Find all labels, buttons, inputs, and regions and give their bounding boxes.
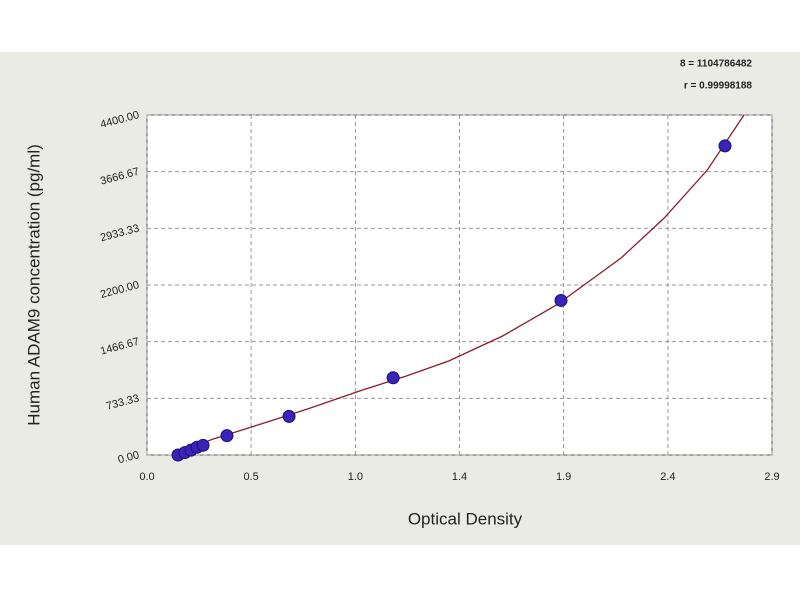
data-point (220, 429, 234, 443)
x-tick-label: 2.9 (764, 471, 779, 483)
fit-curve (172, 114, 745, 456)
data-point (386, 371, 400, 385)
x-axis-title: Optical Density (408, 509, 523, 528)
x-tick-label: 0.5 (243, 471, 258, 483)
annotation: 8 = 1104786482 (680, 59, 752, 70)
y-tick-label: 0.00 (117, 449, 141, 466)
y-axis-title: Human ADAM9 concentration (pg/ml) (24, 144, 43, 426)
x-tick-label: 1.9 (556, 471, 571, 483)
data-point (282, 409, 296, 423)
annotation: r = 0.99998188 (684, 81, 753, 92)
data-point (196, 438, 210, 452)
data-point (718, 139, 732, 153)
x-tick-label: 2.4 (660, 471, 675, 483)
data-point (554, 293, 568, 307)
x-tick-label: 1.4 (452, 471, 467, 483)
x-tick-label: 1.0 (348, 471, 363, 483)
x-tick-label: 0.0 (139, 471, 154, 483)
